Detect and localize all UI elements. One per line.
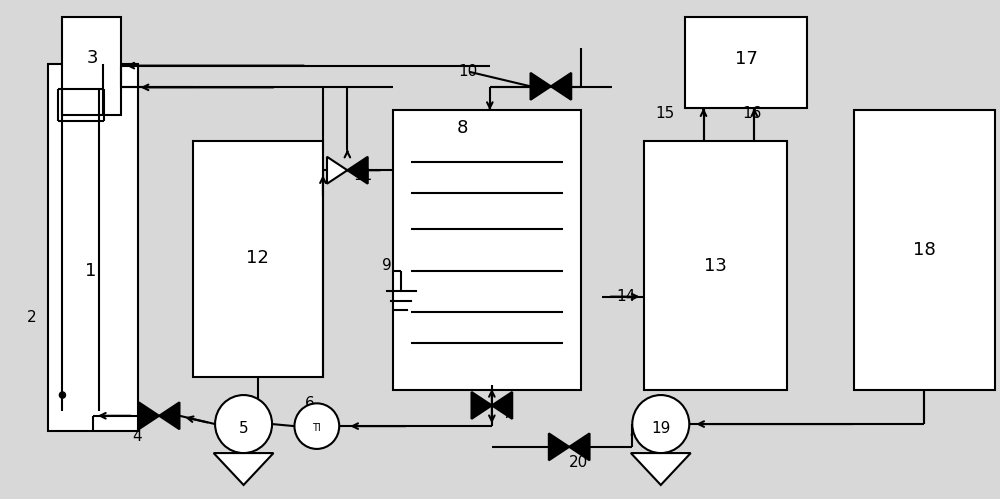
Text: 18: 18 [913, 241, 936, 259]
Bar [48, 63, 138, 431]
Bar [62, 17, 121, 115]
Text: 10: 10 [458, 64, 477, 79]
Text: 17: 17 [735, 50, 758, 68]
Polygon shape [214, 453, 273, 485]
Circle shape [632, 395, 689, 453]
Polygon shape [327, 157, 347, 184]
Polygon shape [159, 402, 179, 429]
Polygon shape [569, 434, 590, 460]
Text: 16: 16 [743, 106, 762, 121]
Bar [685, 17, 807, 108]
Text: 7: 7 [502, 406, 512, 421]
Text: 3: 3 [86, 49, 98, 67]
Text: 15: 15 [655, 106, 674, 121]
Text: 4: 4 [132, 429, 142, 444]
Circle shape [215, 395, 272, 453]
Text: TI: TI [312, 423, 321, 433]
Text: 1: 1 [85, 262, 97, 280]
Polygon shape [472, 392, 492, 419]
Circle shape [59, 392, 65, 398]
Bar [854, 110, 995, 390]
Bar [644, 141, 787, 390]
Polygon shape [631, 453, 691, 485]
Text: 8: 8 [457, 119, 468, 137]
Polygon shape [551, 73, 571, 100]
Text: 11: 11 [353, 168, 372, 183]
Polygon shape [139, 402, 159, 429]
Text: 9: 9 [382, 258, 392, 273]
Text: 19: 19 [651, 421, 670, 436]
Text: 14: 14 [617, 289, 636, 304]
Circle shape [294, 403, 339, 449]
Text: 2: 2 [27, 310, 37, 325]
Text: 20: 20 [569, 455, 588, 470]
Text: 13: 13 [704, 256, 727, 274]
Polygon shape [531, 73, 551, 100]
Bar [393, 110, 581, 390]
Bar [193, 141, 323, 377]
Text: 5: 5 [239, 421, 248, 436]
Text: 12: 12 [246, 250, 269, 267]
Polygon shape [549, 434, 569, 460]
Text: 6: 6 [305, 396, 315, 411]
Polygon shape [347, 157, 368, 184]
Polygon shape [492, 392, 512, 419]
